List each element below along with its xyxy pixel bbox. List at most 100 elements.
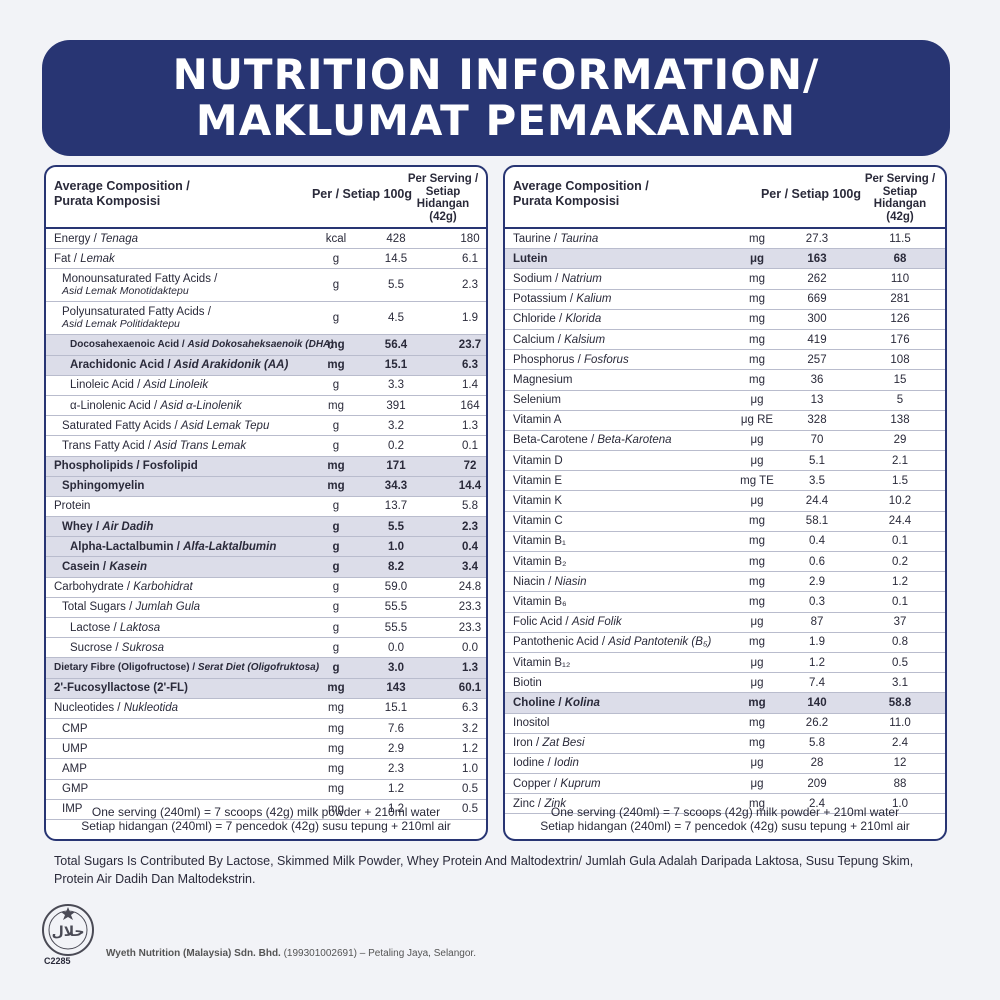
nutrient-name-my: Taurina (560, 232, 599, 245)
unit-cell: g (332, 601, 340, 614)
nutrient-name: Energy / Tenaga (54, 229, 138, 248)
table-row: Selenium μg 13 5 (505, 391, 945, 411)
per-serving-value: 23.3 (458, 601, 482, 614)
table-row: Sodium / Natrium mg 262 110 (505, 269, 945, 290)
unit-cell: mg (749, 293, 765, 306)
per-serving-value: 37 (893, 616, 907, 629)
per-100g-value: 140 (807, 696, 827, 709)
table-row: Whey / Air Dadih g 5.5 2.3 (46, 517, 486, 538)
nutrient-name-en: Zinc / (513, 797, 545, 810)
unit-cell: g (332, 439, 340, 452)
per-100g-value: 28 (810, 757, 824, 770)
nutrient-name-my: Asid Lemak Tepu (180, 419, 270, 432)
unit-cell: mg (749, 353, 765, 366)
per-100g-value: 34.3 (384, 480, 408, 493)
per-serving-value: 24.4 (888, 515, 912, 528)
per-serving-value: 72 (463, 460, 477, 473)
nutrient-name-my: Nukleotida (123, 702, 179, 715)
per-100g-value: 8.2 (388, 561, 404, 574)
per-100g-value: 1.0 (388, 540, 404, 553)
serving-footnote: One serving (240ml) = 7 scoops (42g) mil… (540, 805, 910, 833)
header-composition: Average Composition / Purata Komposisi (513, 179, 649, 208)
per-serving-value: 176 (890, 333, 910, 346)
nutrient-name-my: Zink (544, 797, 567, 810)
unit-cell: mg (749, 595, 765, 608)
per-serving-value: 110 (890, 272, 910, 285)
per-serving-value: 0.5 (462, 783, 478, 796)
table-row: Vitamin B₁₂ μg 1.2 0.5 (505, 653, 945, 674)
nutrient-name-en: Niacin / (513, 575, 555, 588)
per-100g-value: 3.2 (388, 419, 404, 432)
table-row: Saturated Fatty Acids / Asid Lemak Tepu g… (46, 416, 486, 437)
per-serving-value: 68 (893, 252, 907, 265)
nutrient-name-en: Phosphorus / (513, 353, 584, 366)
per-100g-value: 391 (386, 399, 406, 412)
header-per-serving: Per Serving / Setiap Hidangan (42g) (864, 173, 936, 223)
nutrient-name: Beta-Carotene / Beta-Karotena (513, 431, 672, 450)
unit-cell: mg (327, 480, 345, 493)
per-serving-value: 23.7 (458, 338, 482, 351)
per-100g-value: 55.5 (384, 601, 408, 614)
table-row: Pantothenic Acid / Asid Pantotenik (B₅) m… (505, 633, 945, 653)
nutrient-name-en: Inositol (513, 717, 550, 730)
unit-cell: mg (328, 702, 344, 715)
table-header: Average Composition / Purata Komposisi P… (505, 167, 945, 229)
per-serving-value: 10.2 (888, 495, 912, 508)
nutrient-name-en: Sodium / (513, 272, 562, 285)
table-row: Monounsaturated Fatty Acids / Asid Lemak … (46, 269, 486, 303)
per-100g-value: 36 (810, 373, 824, 386)
nutrient-name-en: 2'-Fucosyllactose (2'-FL) (54, 682, 188, 695)
per-serving-value: 15 (893, 373, 907, 386)
table-row: Beta-Carotene / Beta-Karotena μg 70 29 (505, 431, 945, 452)
nutrient-name-my: Serat Diet (Oligofruktosa) (197, 661, 320, 673)
table-row: Vitamin B₆ mg 0.3 0.1 (505, 592, 945, 613)
per-serving-value: 180 (460, 232, 480, 245)
per-serving-value: 1.0 (462, 762, 478, 775)
per-serving-value: 88 (893, 777, 907, 790)
nutrient-name: Lactose / Laktosa (70, 618, 160, 637)
title-line-2: MAKLUMAT PEMAKANAN (195, 96, 797, 145)
nutrient-name: Choline / Kolina (513, 693, 600, 712)
company-info: Wyeth Nutrition (Malaysia) Sdn. Bhd. (19… (106, 948, 476, 959)
nutrient-name-en: Vitamin B₆ (513, 595, 567, 608)
table-row: Niacin / Niasin mg 2.9 1.2 (505, 572, 945, 593)
nutrient-name-en: Choline / (513, 696, 565, 709)
nutrient-name: 2'-Fucosyllactose (2'-FL) (54, 679, 188, 698)
table-row: Phosphorus / Fosforus mg 257 108 (505, 350, 945, 371)
table-row: Trans Fatty Acid / Asid Trans Lemak g 0.2 0… (46, 436, 486, 457)
nutrient-name-my: Asid Linoleik (143, 379, 209, 392)
nutrient-name-my: Asid α-Linolenik (160, 399, 242, 412)
nutrient-name-en: Alpha-Lactalbumin / (70, 540, 184, 553)
table-row: Alpha-Lactalbumin / Alfa-Laktalbumin g 1.0… (46, 537, 486, 558)
per-100g-value: 1.9 (809, 636, 825, 649)
nutrient-name-en: Lactose / (70, 621, 120, 634)
table-row: Lutein μg 163 68 (505, 249, 945, 270)
nutrition-table-right: Average Composition / Purata Komposisi P… (503, 165, 947, 841)
per-100g-value: 0.2 (388, 439, 404, 452)
nutrient-name-en: Vitamin B₁ (513, 535, 566, 548)
per-100g-value: 328 (807, 414, 827, 427)
nutrient-name: Selenium (513, 391, 561, 410)
table-row: GMP mg 1.2 0.5 (46, 780, 486, 800)
table-row: Copper / Kuprum μg 209 88 (505, 774, 945, 795)
nutrient-name: Folic Acid / Asid Folik (513, 613, 622, 632)
halal-logo-icon: حلال (42, 904, 94, 956)
nutrient-name-en: Folic Acid / (513, 616, 572, 629)
nutrient-name-my: Tenaga (100, 232, 138, 245)
nutrient-name-my: Asid Lemak Monotidaktepu (62, 285, 189, 298)
nutrient-name: Vitamin K (513, 491, 562, 510)
nutrient-name-en: Vitamin C (513, 515, 563, 528)
unit-cell: g (332, 279, 340, 292)
header-per-100g: Per / Setiap 100g (760, 187, 862, 201)
table-row: IMP mg 1.2 0.5 (46, 800, 486, 820)
per-serving-value: 2.3 (462, 520, 478, 533)
nutrient-name: Casein / Kasein (62, 557, 147, 576)
nutrient-name: Vitamin B₂ (513, 552, 566, 571)
unit-cell: mg (749, 373, 765, 386)
table-row: Nucleotides / Nukleotida mg 15.1 6.3 (46, 699, 486, 719)
per-serving-value: 2.3 (462, 279, 478, 292)
per-serving-value: 29 (893, 434, 907, 447)
unit-cell: g (332, 252, 340, 265)
table-row: Potassium / Kalium mg 669 281 (505, 290, 945, 310)
unit-cell: mg (327, 460, 345, 473)
